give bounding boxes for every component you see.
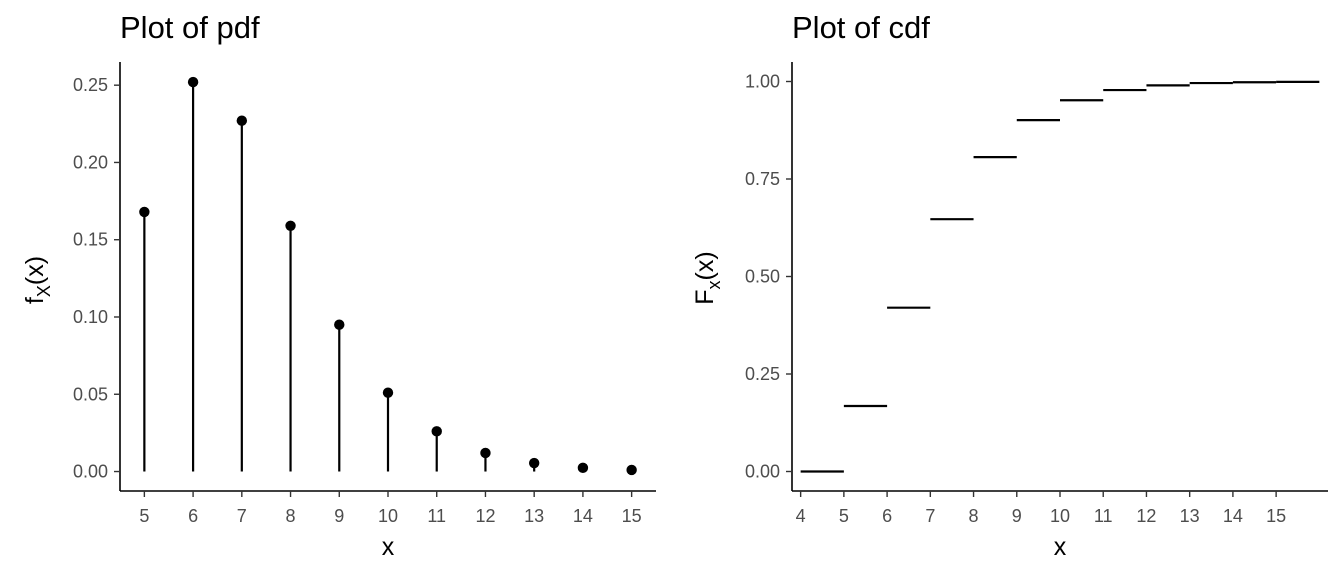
pdf-y-axis-label-base: f bbox=[21, 297, 49, 304]
cdf-chart-title: Plot of cdf bbox=[792, 10, 930, 45]
cdf-x-tick-label: 14 bbox=[1223, 506, 1243, 526]
pdf-y-tick-label: 0.00 bbox=[73, 462, 108, 482]
cdf-x-ticks: 4 5 6 7 8 9 10 11 12 13 14 15 bbox=[796, 491, 1286, 526]
cdf-y-ticks: 0.00 0.25 0.50 0.75 1.00 bbox=[745, 72, 792, 482]
cdf-x-tick-label: 4 bbox=[796, 506, 806, 526]
cdf-x-axis-label: x bbox=[1054, 533, 1067, 561]
pdf-point bbox=[577, 462, 589, 474]
pdf-x-tick-label: 14 bbox=[573, 506, 593, 526]
pdf-x-tick-label: 10 bbox=[378, 506, 398, 526]
cdf-y-tick-label: 0.00 bbox=[745, 462, 780, 482]
cdf-x-tick-label: 11 bbox=[1094, 506, 1113, 526]
pdf-y-ticks: 0.00 0.05 0.10 0.15 0.20 0.25 bbox=[73, 75, 120, 482]
cdf-y-axis-label-arg: (x) bbox=[691, 251, 719, 280]
cdf-y-axis-label: Fx(x) bbox=[691, 251, 724, 304]
pdf-chart-title: Plot of pdf bbox=[120, 10, 260, 45]
pdf-x-tick-label: 5 bbox=[139, 506, 149, 526]
cdf-x-tick-label: 9 bbox=[1012, 506, 1022, 526]
pdf-panel: Plot of pdf 5 6 7 8 9 10 11 12 13 14 15 0.000.050.… bbox=[21, 10, 656, 561]
pdf-point bbox=[236, 115, 248, 126]
cdf-y-axis-label-sub: x bbox=[704, 280, 724, 289]
cdf-y-tick-label: 0.75 bbox=[745, 169, 780, 189]
cdf-x-tick-label: 13 bbox=[1180, 506, 1200, 526]
pdf-y-tick-label: 0.25 bbox=[73, 75, 108, 95]
pdf-point bbox=[382, 387, 394, 398]
pdf-x-ticks: 5 6 7 8 9 10 11 12 13 14 15 bbox=[139, 491, 642, 526]
cdf-x-tick-label: 15 bbox=[1266, 506, 1286, 526]
pdf-x-tick-label: 13 bbox=[524, 506, 544, 526]
cdf-y-tick-label: 0.25 bbox=[745, 364, 780, 384]
cdf-y-tick-label: 1.00 bbox=[745, 72, 780, 92]
cdf-y-axis-label-base: F bbox=[691, 289, 719, 304]
cdf-panel: Plot of cdf 4 5 6 7 8 9 10 11 12 13 14 15 0.000.250… bbox=[691, 10, 1328, 561]
pdf-point bbox=[285, 220, 296, 232]
pdf-y-tick-label: 0.05 bbox=[73, 384, 108, 404]
pdf-x-tick-label: 11 bbox=[427, 506, 446, 526]
pdf-x-tick-label: 9 bbox=[334, 506, 344, 526]
pdf-y-axis-label-sub: X bbox=[34, 285, 54, 297]
cdf-y-tick-label: 0.50 bbox=[745, 267, 780, 287]
pdf-y-axis-label-arg: (x) bbox=[21, 256, 49, 285]
cdf-x-tick-label: 6 bbox=[882, 506, 892, 526]
cdf-x-tick-label: 5 bbox=[839, 506, 849, 526]
pdf-x-axis-label: x bbox=[382, 533, 395, 561]
pdf-x-tick-label: 6 bbox=[188, 506, 198, 526]
cdf-marks bbox=[800, 80, 1320, 473]
pdf-y-tick-label: 0.20 bbox=[73, 152, 108, 172]
cdf-x-tick-label: 7 bbox=[925, 506, 935, 526]
cdf-x-tick-label: 8 bbox=[969, 506, 979, 526]
pdf-point bbox=[480, 447, 491, 459]
pdf-y-tick-label: 0.15 bbox=[73, 230, 108, 250]
pdf-point bbox=[334, 319, 345, 330]
pdf-marks bbox=[139, 76, 637, 476]
pdf-point bbox=[528, 457, 540, 469]
pdf-point bbox=[187, 76, 199, 88]
pdf-x-tick-label: 7 bbox=[237, 506, 247, 526]
cdf-x-tick-label: 12 bbox=[1136, 506, 1156, 526]
pdf-x-tick-label: 8 bbox=[286, 506, 296, 526]
pdf-y-axis-label: fX(x) bbox=[21, 256, 54, 304]
pdf-point bbox=[431, 426, 442, 437]
pdf-point bbox=[626, 464, 637, 476]
cdf-x-tick-label: 10 bbox=[1050, 506, 1070, 526]
pdf-y-tick-label: 0.10 bbox=[73, 307, 108, 327]
pdf-x-tick-label: 12 bbox=[475, 506, 495, 526]
pdf-x-tick-label: 15 bbox=[622, 506, 642, 526]
pdf-point bbox=[139, 206, 150, 218]
